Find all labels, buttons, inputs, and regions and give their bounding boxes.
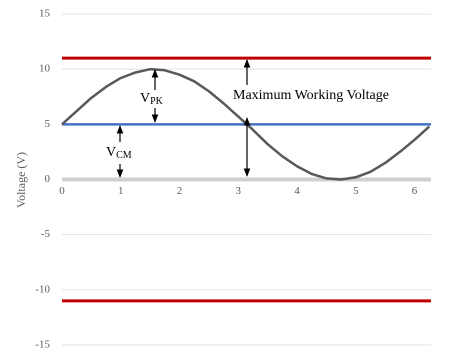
annotation: VCM [106, 145, 132, 161]
x-tick-label: 6 [412, 185, 418, 197]
x-tick-label: 0 [59, 185, 65, 197]
y-tick-label: 10 [39, 63, 51, 75]
x-tick-label: 2 [177, 185, 183, 197]
x-tick-label: 3 [236, 185, 242, 197]
y-axis-label: Voltage (V) [14, 152, 28, 208]
y-tick-label: -15 [35, 339, 50, 351]
x-tick-label: 5 [353, 185, 359, 197]
x-tick-label: 4 [294, 185, 300, 197]
x-tick-label: 1 [118, 185, 124, 197]
annotation: Maximum Working Voltage [233, 88, 389, 103]
y-tick-label: 0 [45, 173, 51, 185]
y-tick-label: -5 [41, 228, 51, 240]
y-tick-label: 15 [39, 8, 51, 20]
y-tick-label: -10 [35, 283, 50, 295]
annotation: VPK [140, 91, 164, 107]
y-tick-label: 5 [45, 118, 51, 130]
